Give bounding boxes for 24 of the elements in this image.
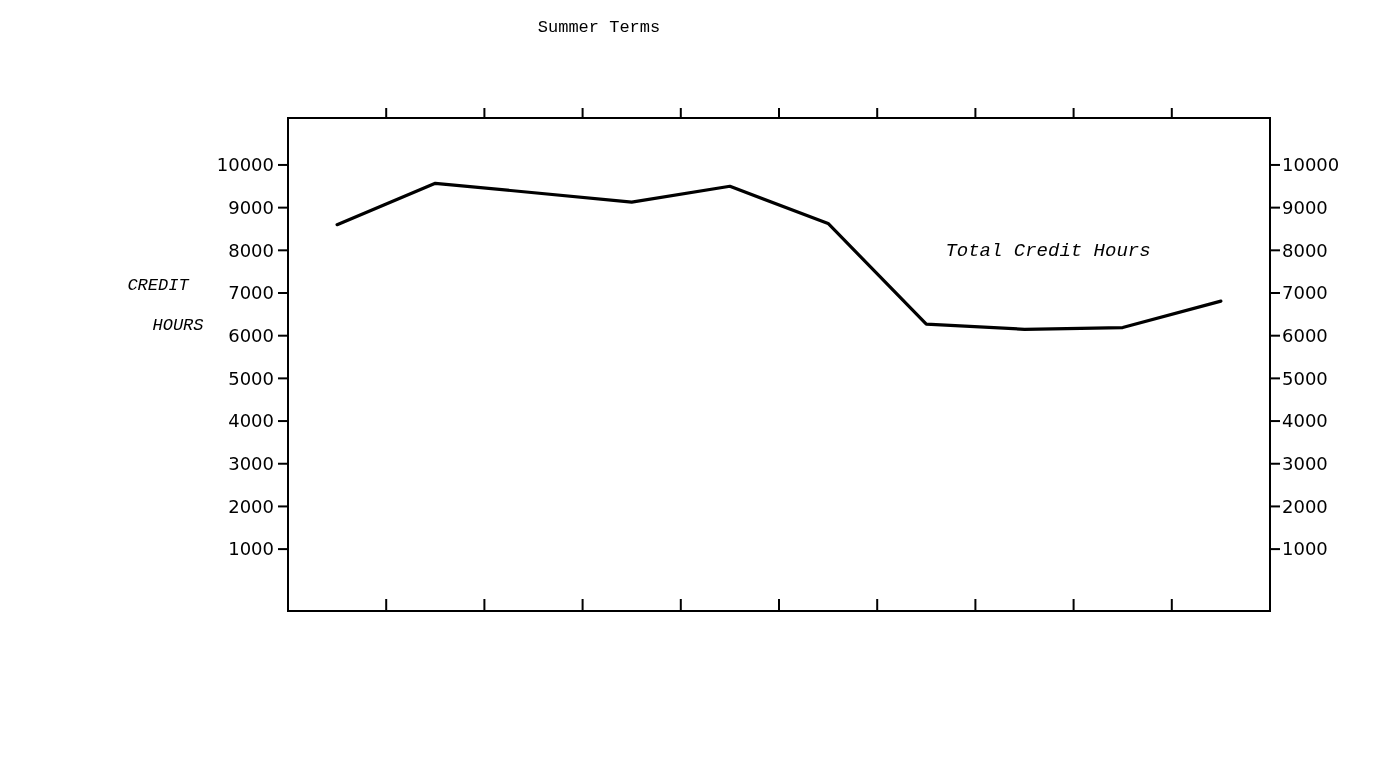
line-series — [335, 181, 1223, 331]
y2-tick-label: 7000 — [1282, 282, 1328, 304]
y-tick-label: 6000 — [228, 324, 274, 346]
chart-title: Summer Terms — [537, 18, 661, 37]
annotation: Total Credit Hours — [945, 240, 1151, 263]
y-tick-label: 10000 — [216, 154, 274, 176]
y2-tick-label: 8000 — [1282, 239, 1328, 261]
text: CREDIT HOURS — [127, 276, 204, 335]
y-tick-label: 2000 — [228, 495, 274, 517]
y2-tick-label: 1000 — [1282, 538, 1328, 560]
y2-tick-label: 9000 — [1282, 196, 1328, 218]
y-tick-label: 7000 — [228, 282, 274, 304]
y-tick-label: 8000 — [228, 239, 274, 261]
y-tick-label: 9000 — [228, 196, 274, 218]
y-tick-label: 5000 — [228, 367, 274, 389]
y-tick-label: 4000 — [228, 410, 274, 432]
y-tick-label: 3000 — [228, 453, 274, 475]
y2-tick-label: 5000 — [1282, 367, 1328, 389]
y2-tick-label: 4000 — [1282, 410, 1328, 432]
y2-tick-label: 2000 — [1282, 495, 1328, 517]
y2-tick-label: 10000 — [1282, 154, 1340, 176]
y2-tick-label: 3000 — [1282, 453, 1328, 475]
y-tick-label: 1000 — [228, 538, 274, 560]
y2-tick-label: 6000 — [1282, 324, 1328, 346]
